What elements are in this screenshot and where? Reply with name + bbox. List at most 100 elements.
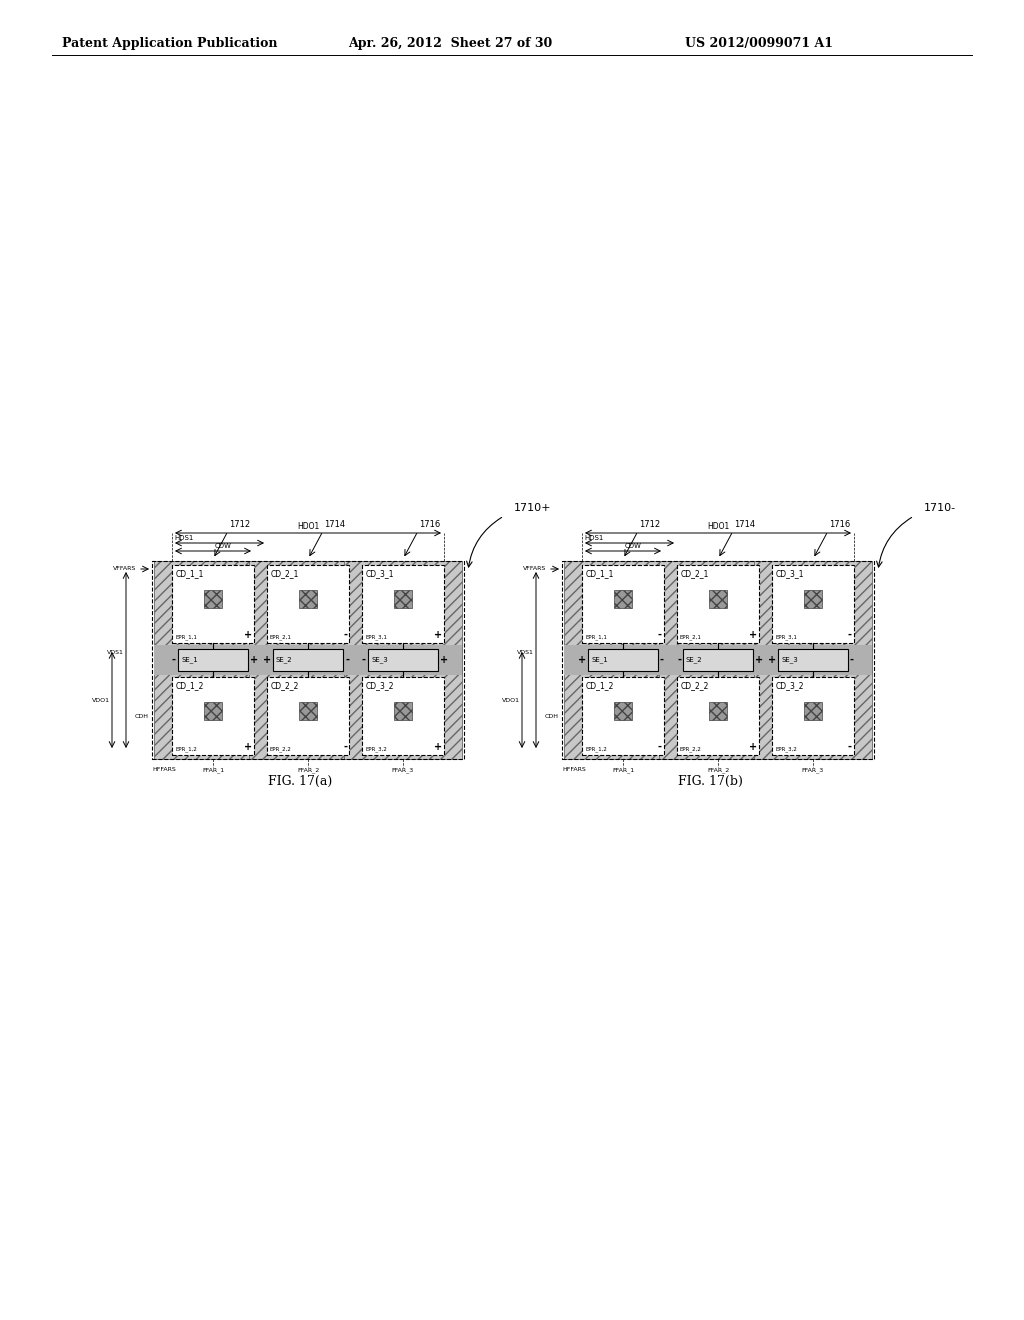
Text: +: +: [768, 655, 776, 665]
Bar: [754, 645, 872, 675]
Text: +: +: [749, 742, 757, 752]
Text: EPR_1,2: EPR_1,2: [585, 746, 607, 752]
Text: EPR_3,2: EPR_3,2: [365, 746, 387, 752]
Text: -: -: [343, 630, 347, 640]
Text: EPR_1,2: EPR_1,2: [175, 746, 197, 752]
Bar: [709, 590, 727, 609]
Text: CDH: CDH: [545, 714, 559, 718]
Bar: [614, 702, 632, 719]
Text: Patent Application Publication: Patent Application Publication: [62, 37, 278, 50]
Bar: [204, 702, 222, 719]
Bar: [368, 649, 438, 671]
Bar: [754, 561, 872, 759]
Bar: [772, 565, 854, 643]
Bar: [299, 702, 317, 719]
Text: FFAR_3: FFAR_3: [802, 767, 824, 772]
Text: FFAR_2: FFAR_2: [707, 767, 729, 772]
Text: VFFARS: VFFARS: [522, 566, 546, 572]
Text: US 2012/0099071 A1: US 2012/0099071 A1: [685, 37, 833, 50]
Bar: [562, 561, 874, 759]
Text: VDO1: VDO1: [92, 697, 110, 702]
Text: CD_2_2: CD_2_2: [681, 681, 710, 690]
Bar: [582, 677, 664, 755]
Text: SE_1: SE_1: [181, 656, 198, 664]
Text: 1714: 1714: [324, 520, 345, 529]
Text: HDS1: HDS1: [174, 535, 194, 541]
Bar: [267, 565, 349, 643]
Text: +: +: [755, 655, 763, 665]
Text: FFAR_1: FFAR_1: [202, 767, 224, 772]
Text: FFAR_2: FFAR_2: [297, 767, 319, 772]
Bar: [273, 649, 343, 671]
Text: HDO1: HDO1: [707, 521, 729, 531]
Text: CDW: CDW: [625, 543, 642, 549]
Text: -: -: [345, 655, 349, 665]
Bar: [172, 677, 254, 755]
Bar: [588, 649, 658, 671]
Text: SE_2: SE_2: [686, 656, 702, 664]
Text: +: +: [749, 630, 757, 640]
Bar: [659, 645, 777, 675]
Text: VFFARS: VFFARS: [113, 566, 136, 572]
Text: +: +: [578, 655, 586, 665]
Bar: [344, 645, 462, 675]
Text: +: +: [434, 630, 442, 640]
Text: SE_1: SE_1: [591, 656, 608, 664]
Text: EPR_3,2: EPR_3,2: [775, 746, 797, 752]
Bar: [778, 649, 848, 671]
Text: HDO1: HDO1: [297, 521, 319, 531]
Text: -: -: [172, 655, 176, 665]
Text: +: +: [250, 655, 258, 665]
Text: HDS1: HDS1: [584, 535, 603, 541]
Text: CDW: CDW: [215, 543, 231, 549]
Text: 1714: 1714: [734, 520, 755, 529]
Bar: [362, 565, 444, 643]
Bar: [614, 590, 632, 609]
Bar: [204, 590, 222, 609]
Text: EPR_1,1: EPR_1,1: [175, 635, 197, 640]
Text: -: -: [848, 630, 852, 640]
Bar: [709, 702, 727, 719]
Text: FIG. 17(b): FIG. 17(b): [678, 775, 742, 788]
Bar: [659, 561, 777, 759]
Text: -: -: [850, 655, 854, 665]
Text: 1712: 1712: [229, 520, 250, 529]
Bar: [178, 649, 248, 671]
Bar: [564, 645, 682, 675]
Text: FIG. 17(a): FIG. 17(a): [268, 775, 332, 788]
Bar: [677, 565, 759, 643]
Text: CD_3_2: CD_3_2: [776, 681, 805, 690]
Bar: [683, 649, 753, 671]
Text: +: +: [244, 742, 252, 752]
Text: CD_2_2: CD_2_2: [271, 681, 299, 690]
Text: EPR_1,1: EPR_1,1: [585, 635, 607, 640]
Bar: [267, 677, 349, 755]
Text: CD_3_1: CD_3_1: [366, 569, 394, 578]
Text: +: +: [244, 630, 252, 640]
Text: +: +: [440, 655, 449, 665]
Text: CD_1_1: CD_1_1: [586, 569, 614, 578]
Text: EPR_2,2: EPR_2,2: [270, 746, 292, 752]
Text: -: -: [362, 655, 366, 665]
Text: FFAR_3: FFAR_3: [392, 767, 414, 772]
Bar: [249, 561, 367, 759]
Bar: [394, 590, 412, 609]
Text: CD_3_2: CD_3_2: [366, 681, 394, 690]
Text: CD_1_1: CD_1_1: [176, 569, 205, 578]
Text: -: -: [660, 655, 664, 665]
Text: FFAR_1: FFAR_1: [612, 767, 634, 772]
Text: Apr. 26, 2012  Sheet 27 of 30: Apr. 26, 2012 Sheet 27 of 30: [348, 37, 552, 50]
Text: +: +: [434, 742, 442, 752]
Text: +: +: [263, 655, 271, 665]
Text: -: -: [848, 742, 852, 752]
Text: -: -: [343, 742, 347, 752]
Text: EPR_3,1: EPR_3,1: [775, 635, 797, 640]
Bar: [362, 677, 444, 755]
Text: CD_1_2: CD_1_2: [586, 681, 614, 690]
Text: VDO1: VDO1: [502, 697, 520, 702]
Text: 1710-: 1710-: [924, 503, 956, 513]
Bar: [564, 561, 682, 759]
Bar: [299, 590, 317, 609]
Bar: [772, 677, 854, 755]
Text: HFFARS: HFFARS: [152, 767, 176, 772]
